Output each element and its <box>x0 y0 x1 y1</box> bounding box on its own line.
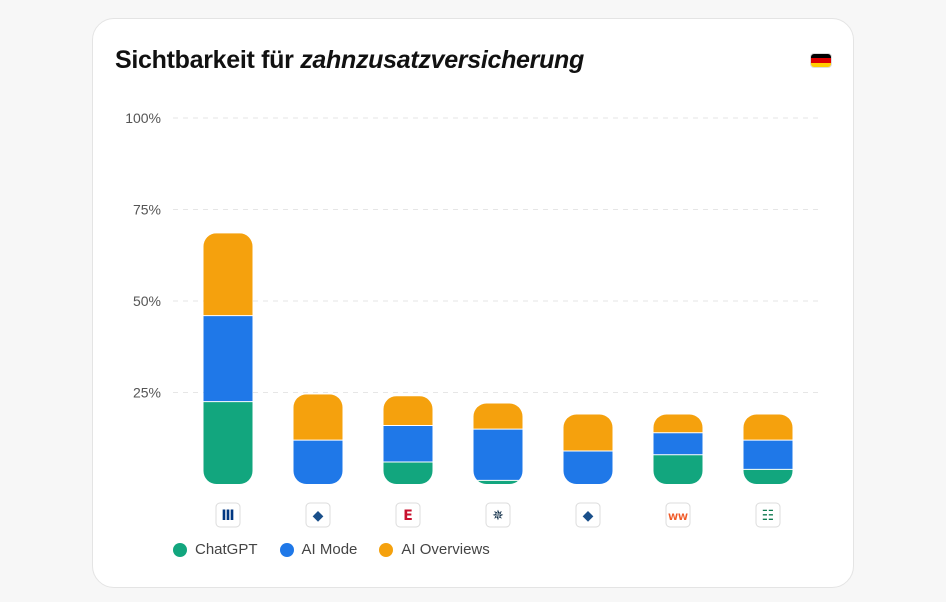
y-tick-label: 100% <box>125 110 161 126</box>
brand-logo-icon: ◆ <box>313 508 324 524</box>
bar-segment-ai-overviews[interactable] <box>293 394 343 441</box>
brand-logo-icon: ◆ <box>583 508 594 524</box>
germany-flag-icon <box>810 53 832 68</box>
bar-segment-ai-overviews[interactable] <box>473 403 523 430</box>
bar-segment-chatgpt[interactable] <box>743 469 793 484</box>
y-tick-label: 75% <box>133 202 161 218</box>
legend-label: ChatGPT <box>195 541 258 558</box>
brand-ww-logo-icon: WW <box>668 513 688 523</box>
bar-stack[interactable] <box>383 396 433 484</box>
bar-segment-ai-mode[interactable] <box>473 429 523 481</box>
bar-segment-ai-overviews[interactable] <box>203 233 253 316</box>
bar-stack[interactable] <box>203 233 253 484</box>
bar-segment-chatgpt[interactable] <box>203 401 253 484</box>
title-keyword: zahnzusatzversicherung <box>300 46 584 74</box>
legend-item-ai-mode[interactable]: AI Mode <box>279 541 358 558</box>
legend-label: AI Mode <box>301 541 358 558</box>
bar-segment-chatgpt[interactable] <box>473 480 523 484</box>
bar-segment-ai-mode[interactable] <box>563 451 613 484</box>
legend-swatch <box>279 542 294 557</box>
bar-segment-ai-mode[interactable] <box>653 432 703 455</box>
legend-item-chatgpt[interactable]: ChatGPT <box>173 541 258 558</box>
bar-segment-ai-overviews[interactable] <box>653 414 703 433</box>
bar-stack[interactable] <box>563 414 613 484</box>
bar-segment-ai-mode[interactable] <box>293 440 343 484</box>
chart-title: Sichtbarkeit für zahnzusatzversicherung <box>115 46 584 75</box>
allianz-logo-icon-frame <box>215 502 241 528</box>
brand-ww-logo-icon-frame <box>665 502 691 528</box>
y-tick-label: 50% <box>133 293 161 309</box>
bar-segment-chatgpt[interactable] <box>653 454 703 484</box>
visibility-card: Sichtbarkeit für zahnzusatzversicherung … <box>92 18 854 588</box>
chart-legend: ChatGPT AI Mode AI Overviews <box>173 541 512 558</box>
brand-green-logo-icon-frame <box>755 502 781 528</box>
bar-stack[interactable] <box>743 414 793 484</box>
bar-segment-ai-overviews[interactable] <box>383 396 433 426</box>
brand-logo-icon-frame <box>575 502 601 528</box>
legend-label: AI Overviews <box>401 541 490 558</box>
legend-swatch <box>173 542 187 557</box>
bar-segment-ai-overviews[interactable] <box>743 414 793 441</box>
brand-logo-icon-frame <box>305 502 331 528</box>
brand-star-logo-icon-frame <box>485 502 511 528</box>
legend-swatch <box>379 542 394 557</box>
bar-stack[interactable] <box>473 403 523 484</box>
bar-segment-ai-overviews[interactable] <box>563 414 613 452</box>
bar-segment-ai-mode[interactable] <box>203 315 253 402</box>
bar-segment-ai-mode[interactable] <box>743 440 793 470</box>
allianz-logo-icon: Ⅲ <box>221 508 234 524</box>
bar-stack[interactable] <box>653 414 703 484</box>
brand-star-logo-icon: ✵ <box>492 508 504 524</box>
bar-stack[interactable] <box>293 394 343 484</box>
bar-segment-ai-mode[interactable] <box>383 425 433 463</box>
y-tick-label: 25% <box>133 385 161 401</box>
bar-segment-chatgpt[interactable] <box>383 462 433 484</box>
legend-item-ai-overviews[interactable]: AI Overviews <box>379 541 490 558</box>
ergo-logo-icon-frame <box>395 502 421 528</box>
ergo-logo-icon: E <box>403 508 413 524</box>
stacked-bar-chart: 100% 75% 50% 25% Ⅲ ◆ E ✵ ◆ WW ☷ <box>125 110 823 528</box>
title-prefix: Sichtbarkeit für <box>115 46 294 74</box>
brand-green-logo-icon: ☷ <box>762 508 775 524</box>
